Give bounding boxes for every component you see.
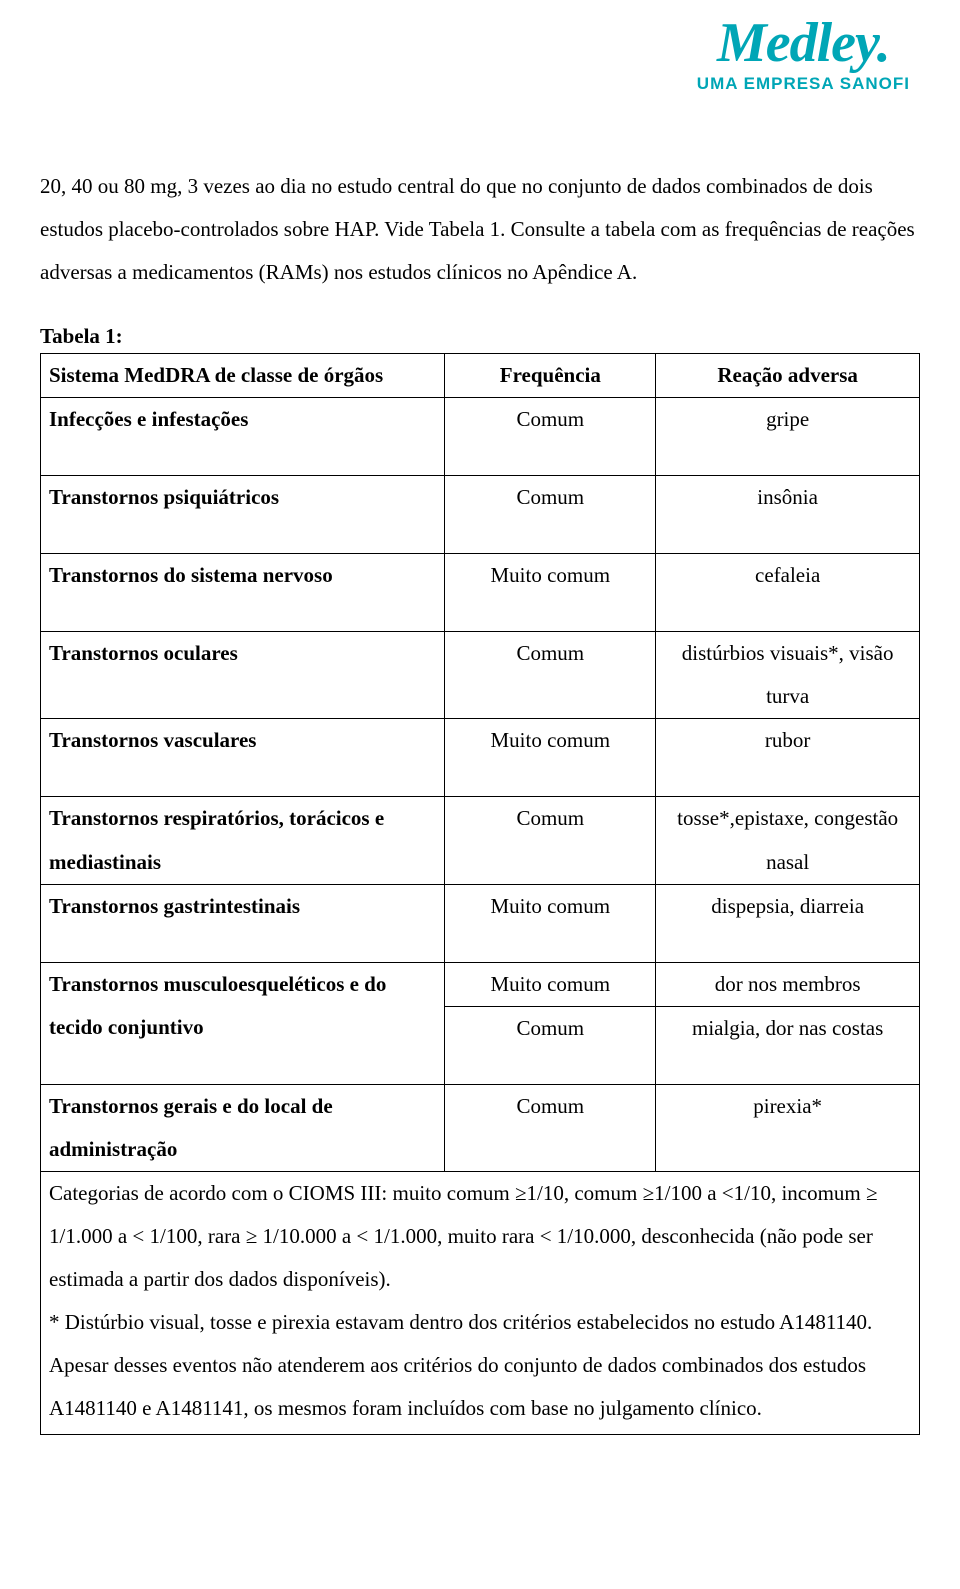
cell-reaction: gripe [656, 398, 920, 476]
cell-reaction: cefaleia [656, 554, 920, 632]
cell-reaction: pirexia* [656, 1084, 920, 1171]
cell-system: Infecções e infestações [41, 398, 445, 476]
logo-tagline: UMA EMPRESA SANOFI [697, 74, 910, 94]
cell-reaction: dispepsia, diarreia [656, 884, 920, 962]
cell-frequency: Comum [445, 476, 656, 554]
cell-system: Transtornos psiquiátricos [41, 476, 445, 554]
table-row: Transtornos gerais e do local de adminis… [41, 1084, 920, 1171]
table-row: Transtornos gastrintestinaisMuito comumd… [41, 884, 920, 962]
table-row: Transtornos do sistema nervosoMuito comu… [41, 554, 920, 632]
adverse-reactions-table: Sistema MedDRA de classe de órgãosFrequê… [40, 353, 920, 1172]
header-system: Sistema MedDRA de classe de órgãos [41, 354, 445, 398]
cell-frequency: Muito comum [445, 962, 656, 1006]
cell-frequency: Comum [445, 797, 656, 884]
cell-frequency: Muito comum [445, 719, 656, 797]
header-frequency: Frequência [445, 354, 656, 398]
cell-system: Transtornos respiratórios, torácicos e m… [41, 797, 445, 884]
cell-system: Transtornos musculoesqueléticos e do tec… [41, 962, 445, 1084]
cell-reaction: rubor [656, 719, 920, 797]
header-reaction: Reação adversa [656, 354, 920, 398]
intro-paragraph: 20, 40 ou 80 mg, 3 vezes ao dia no estud… [40, 165, 920, 294]
document-page: Medley. UMA EMPRESA SANOFI 20, 40 ou 80 … [0, 0, 960, 1475]
cell-frequency: Comum [445, 398, 656, 476]
cell-reaction: mialgia, dor nas costas [656, 1006, 920, 1084]
cell-frequency: Comum [445, 1006, 656, 1084]
table-row: Infecções e infestaçõesComumgripe [41, 398, 920, 476]
cell-system: Transtornos do sistema nervoso [41, 554, 445, 632]
logo-main-text: Medley. [697, 18, 910, 68]
cell-frequency: Muito comum [445, 884, 656, 962]
cell-reaction: tosse*,epistaxe, congestão nasal [656, 797, 920, 884]
table-row: Transtornos vascularesMuito comumrubor [41, 719, 920, 797]
cell-system: Transtornos oculares [41, 632, 445, 719]
table-footnote: Categorias de acordo com o CIOMS III: mu… [40, 1172, 920, 1435]
table-row: Transtornos psiquiátricosComuminsônia [41, 476, 920, 554]
cell-reaction: dor nos membros [656, 962, 920, 1006]
cell-frequency: Comum [445, 632, 656, 719]
cell-frequency: Comum [445, 1084, 656, 1171]
table-row: Transtornos ocularesComumdistúrbios visu… [41, 632, 920, 719]
table-row: Transtornos respiratórios, torácicos e m… [41, 797, 920, 884]
table-title: Tabela 1: [40, 324, 920, 349]
cell-frequency: Muito comum [445, 554, 656, 632]
cell-system: Transtornos vasculares [41, 719, 445, 797]
cell-system: Transtornos gerais e do local de adminis… [41, 1084, 445, 1171]
cell-reaction: insônia [656, 476, 920, 554]
cell-system: Transtornos gastrintestinais [41, 884, 445, 962]
table-row: Transtornos musculoesqueléticos e do tec… [41, 962, 920, 1006]
brand-logo: Medley. UMA EMPRESA SANOFI [697, 18, 910, 94]
cell-reaction: distúrbios visuais*, visão turva [656, 632, 920, 719]
